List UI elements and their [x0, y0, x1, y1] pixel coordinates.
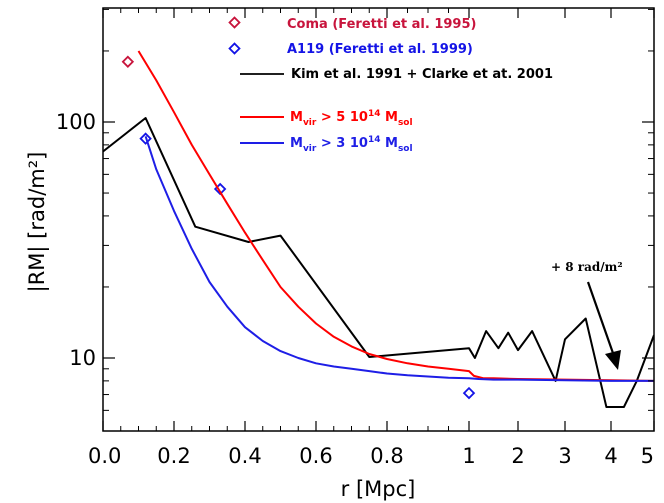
series-line-kim-et-al-1991-clarke-et-at-2001: [103, 117, 654, 408]
y-axis-title: |RM| [rad/m²]: [25, 152, 50, 293]
x-tick-label: 0.8: [370, 444, 403, 468]
legend-kim-label: Kim et al. 1991 + Clarke et at. 2001: [291, 67, 553, 82]
series-layer: [103, 50, 654, 408]
legend: Coma (Feretti et al. 1995) A119 (Feretti…: [228, 16, 553, 154]
ticks-layer: 0.0 0.2 0.4 0.6 0.8 1 2 3 4 5 10 100: [56, 8, 655, 468]
x-tick-label: 0.4: [228, 444, 261, 468]
annotation-arrow-shaft: [586, 281, 616, 357]
x-tick-label: 5: [641, 444, 654, 468]
series-line-m-vir-3-10-14-m-sol: [144, 135, 654, 382]
x-tick-label: 1: [462, 444, 475, 468]
legend-a119-label: A119 (Feretti et al. 1999): [287, 42, 473, 57]
annotation: + 8 rad/m²: [551, 260, 623, 370]
y-tick-label: 100: [56, 110, 96, 134]
legend-red-label: Mvir > 5 1014 Msol: [290, 109, 413, 128]
plot-frame: [102, 7, 655, 432]
y-tick-label: 10: [69, 346, 96, 370]
x-tick-label: 0.2: [157, 444, 190, 468]
x-axis-title: r [Mpc]: [341, 477, 416, 501]
x-tick-label: 0.0: [88, 444, 121, 468]
x-tick-label: 3: [558, 444, 571, 468]
legend-a119-marker: [228, 42, 241, 55]
series-line-m-vir-5-10-14-m-sol: [137, 50, 654, 382]
legend-coma-label: Coma (Feretti et al. 1995): [287, 17, 476, 32]
legend-coma-marker: [228, 16, 241, 29]
x-tick-label: 4: [604, 444, 617, 468]
legend-blue-label: Mvir > 3 1014 Msol: [290, 135, 413, 154]
annotation-text: + 8 rad/m²: [551, 260, 623, 274]
x-tick-label: 0.6: [299, 444, 332, 468]
x-tick-label: 2: [511, 444, 524, 468]
data-point-a119-feretti-et-al-1999: [462, 386, 476, 400]
data-point-coma-feretti-et-al-1995: [121, 55, 135, 68]
annotation-arrow-head: [605, 350, 621, 370]
